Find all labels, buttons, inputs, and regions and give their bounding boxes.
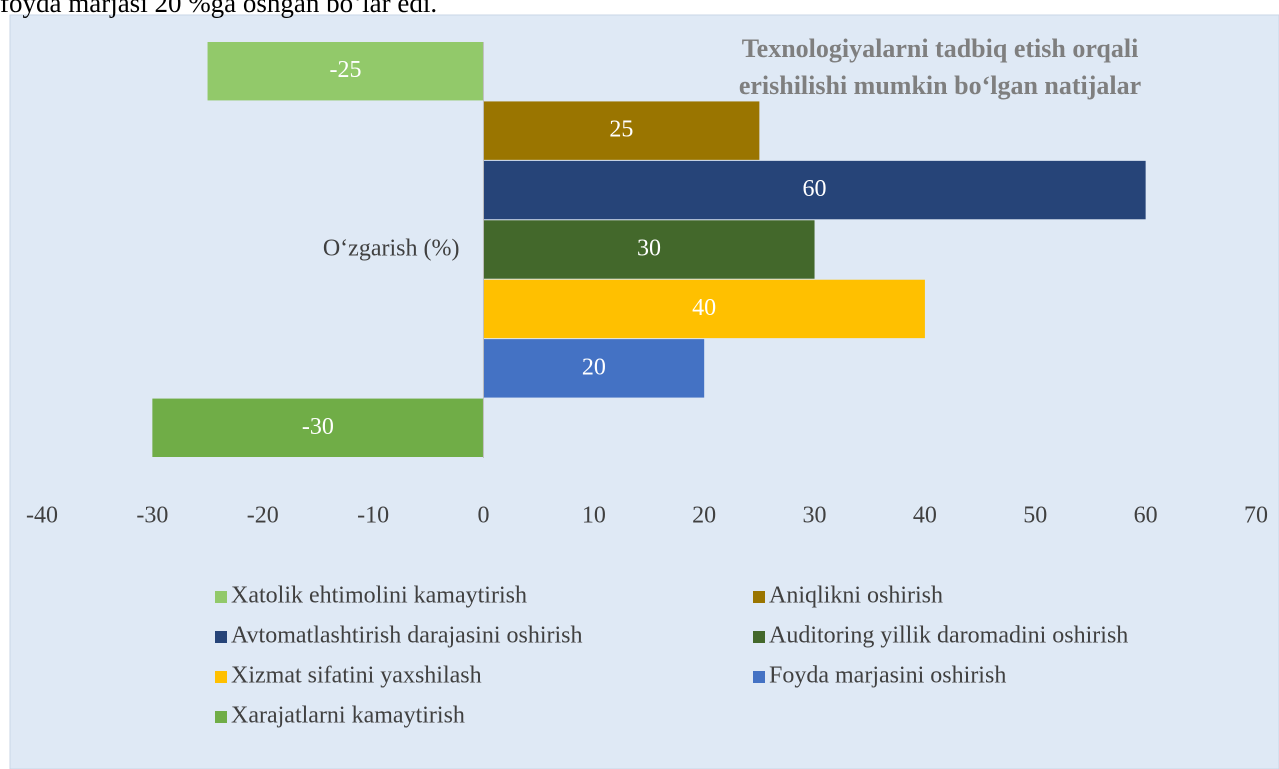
x-tick-label: 0: [477, 503, 489, 529]
x-tick-label: 20: [692, 503, 716, 529]
data-label: 60: [803, 176, 827, 202]
legend-label: Xatolik ehtimolini kamaytirish: [231, 583, 527, 609]
x-tick-label: 30: [803, 503, 827, 529]
x-tick-label: 50: [1023, 503, 1047, 529]
bar: [152, 398, 484, 457]
x-tick-label: 60: [1134, 503, 1158, 529]
data-label: 30: [637, 236, 661, 262]
x-tick-label: -30: [136, 503, 168, 529]
x-tick-label: 40: [913, 503, 937, 529]
legend-swatch: [215, 711, 227, 723]
bar: [207, 42, 484, 101]
legend-swatch: [215, 631, 227, 643]
x-tick-label: -10: [357, 503, 389, 529]
bar: [483, 101, 760, 160]
x-tick-label: -40: [26, 503, 58, 529]
bar: [483, 160, 1146, 220]
legend-swatch: [215, 591, 227, 603]
legend-label: Aniqlikni oshirish: [769, 583, 943, 609]
category-label: O‘zgarish (%): [323, 236, 460, 262]
legend-swatch: [753, 631, 765, 643]
data-label: -25: [330, 57, 362, 83]
legend-label: Foyda marjasini oshirish: [769, 663, 1006, 689]
data-label: 25: [609, 117, 633, 143]
x-tick-label: 10: [582, 503, 606, 529]
bar: [483, 220, 815, 279]
legend-label: Xizmat sifatini yaxshilash: [231, 663, 482, 689]
data-label: -30: [302, 414, 334, 440]
x-tick-label: 70: [1244, 503, 1268, 529]
legend-label: Avtomatlashtirish darajasini oshirish: [231, 623, 583, 649]
legend-label: Auditoring yillik daromadini oshirish: [769, 623, 1128, 649]
data-label: 40: [692, 295, 716, 321]
bar: [483, 279, 925, 339]
chart-title: Texnologiyalarni tadbiq etish orqali eri…: [738, 34, 1142, 100]
legend-swatch: [215, 671, 227, 683]
data-label: 20: [582, 354, 606, 380]
legend-swatch: [753, 591, 765, 603]
bar: [483, 339, 705, 398]
legend-label: Xarajatlarni kamaytirish: [231, 703, 465, 729]
legend-swatch: [753, 671, 765, 683]
context-text: foyda marjasi 20 %ga oshgan bo‘lar edi.: [0, 0, 437, 18]
x-tick-label: -20: [247, 503, 279, 529]
